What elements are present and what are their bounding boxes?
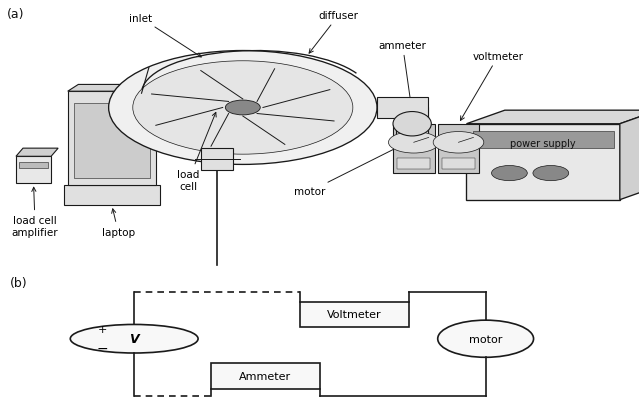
Circle shape (491, 166, 527, 181)
Bar (396, 108, 428, 141)
Bar (473, 132, 613, 149)
Circle shape (226, 101, 260, 116)
Text: (a): (a) (6, 8, 24, 21)
Bar (466, 124, 620, 200)
Text: power supply: power supply (511, 138, 576, 148)
Polygon shape (620, 111, 639, 200)
Text: V: V (129, 332, 139, 345)
Text: voltmeter: voltmeter (461, 52, 524, 121)
Text: motor: motor (294, 142, 409, 197)
Bar (377, 97, 428, 119)
Text: ammeter: ammeter (379, 41, 426, 121)
Ellipse shape (393, 112, 431, 137)
Bar (74, 104, 150, 178)
Bar (16, 157, 51, 184)
Text: load cell
amplifier: load cell amplifier (12, 188, 58, 237)
Bar (201, 149, 233, 171)
Bar (393, 124, 435, 173)
Circle shape (433, 132, 484, 154)
Bar (442, 159, 475, 169)
Ellipse shape (438, 320, 534, 357)
Text: laptop: laptop (102, 209, 135, 237)
Polygon shape (16, 149, 58, 157)
Circle shape (109, 51, 377, 165)
Bar (20, 162, 48, 169)
Bar (211, 363, 320, 389)
Circle shape (133, 62, 353, 155)
Text: inlet: inlet (129, 14, 201, 58)
Text: motor: motor (469, 334, 502, 344)
Text: Voltmeter: Voltmeter (327, 310, 382, 320)
Bar (68, 92, 156, 185)
Circle shape (533, 166, 569, 181)
Circle shape (70, 325, 198, 353)
Bar (397, 159, 431, 169)
Bar (64, 185, 160, 206)
Text: Ammeter: Ammeter (239, 371, 291, 381)
Text: +: + (98, 325, 107, 335)
Bar (300, 302, 409, 328)
Polygon shape (466, 111, 639, 124)
Polygon shape (68, 85, 167, 92)
Text: load
cell: load cell (177, 113, 216, 191)
Text: −: − (96, 341, 108, 355)
Text: diffuser: diffuser (309, 11, 358, 54)
Text: (b): (b) (10, 276, 27, 289)
Circle shape (389, 132, 439, 154)
Bar (438, 124, 479, 173)
